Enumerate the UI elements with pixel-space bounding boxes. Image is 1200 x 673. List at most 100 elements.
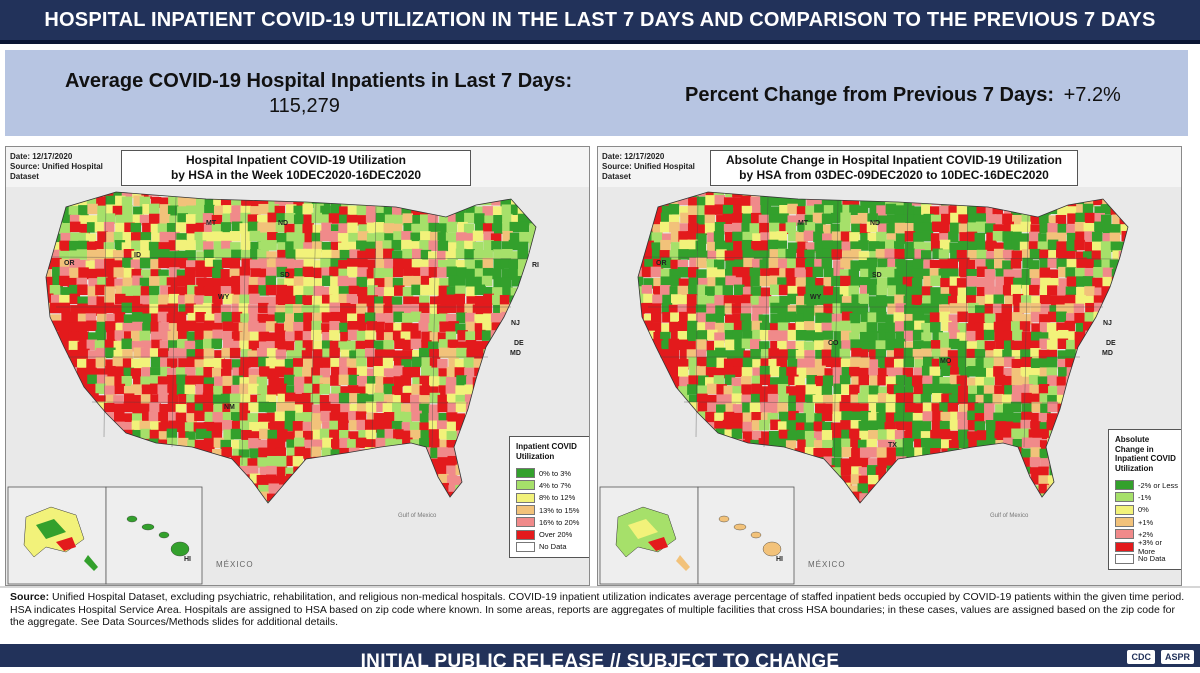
legend-swatch — [516, 529, 535, 540]
source-text: Unified Hospital Dataset, excluding psyc… — [10, 591, 1185, 628]
state-label: OR — [656, 260, 667, 267]
legend-item: 0% to 3% — [516, 467, 586, 479]
utilization-choropleth-map: MT ND OR ID WY SD NM NJ DE MD RI HI MÉXICO Gulf of … — [6, 147, 589, 585]
source-note: Source: Unified Hospital Dataset, exclud… — [10, 591, 1190, 629]
map-title: Absolute Change in Hospital Inpatient CO… — [710, 150, 1078, 186]
map-meta: Date: 12/17/2020 Source: Unified Hospita… — [602, 152, 702, 182]
state-label: MD — [1102, 350, 1113, 357]
percent-change-metric: Percent Change from Previous 7 Days: +7.… — [685, 84, 1121, 107]
utilization-map-panel: MT ND OR ID WY SD NM NJ DE MD RI HI MÉXICO Gulf of … — [5, 146, 590, 586]
mexico-label: MÉXICO — [808, 560, 846, 569]
state-label: DE — [514, 340, 524, 347]
gulf-label: Gulf of Mexico — [990, 513, 1029, 519]
legend-swatch — [1115, 480, 1134, 491]
change-map-panel: MT ND OR WY SD CO MO TX NJ DE MD HI MÉXICO Gulf of … — [597, 146, 1182, 586]
state-label: ND — [870, 220, 880, 227]
legend-swatch — [516, 468, 535, 479]
legend-item: No Data — [516, 541, 586, 553]
map-source: Source: Unified Hospital Dataset — [10, 162, 103, 181]
state-label: MO — [940, 358, 952, 365]
state-label: ID — [134, 252, 141, 259]
legend-item: -2% or Less — [1115, 479, 1179, 491]
agency-logos: CDC ASPR — [1127, 650, 1194, 664]
legend-label: 0% to 3% — [539, 468, 572, 478]
state-label: WY — [810, 294, 822, 301]
slide-title: HOSPITAL INPATIENT COVID-19 UTILIZATION … — [0, 0, 1200, 40]
state-label: MT — [206, 220, 217, 227]
state-label: NJ — [511, 320, 520, 327]
state-label: SD — [872, 272, 882, 279]
legend-title: Absolute Change in Inpatient COVID Utili… — [1115, 435, 1176, 473]
state-label: NJ — [1103, 320, 1112, 327]
legend-swatch — [1115, 517, 1134, 528]
legend-item: -1% — [1115, 491, 1179, 503]
state-label: SD — [280, 272, 290, 279]
footer-bar — [0, 644, 1200, 667]
map-legend: Absolute Change in Inpatient COVID Utili… — [1108, 429, 1181, 571]
map-title-line1: Hospital Inpatient COVID-19 Utilization — [185, 153, 406, 167]
legend-item: +1% — [1115, 516, 1179, 528]
legend-label: No Data — [539, 542, 567, 552]
map-source: Source: Unified Hospital Dataset — [602, 162, 695, 181]
map-title: Hospital Inpatient COVID-19 Utilization … — [121, 150, 471, 186]
state-label: MD — [510, 350, 521, 357]
map-date: Date: 12/17/2020 — [602, 152, 665, 161]
state-label: ND — [278, 220, 288, 227]
legend-swatch — [516, 541, 535, 552]
summary-panel: Average COVID-19 Hospital Inpatients in … — [5, 50, 1188, 136]
state-label: MT — [798, 220, 809, 227]
cdc-logo: CDC — [1127, 650, 1155, 664]
legend-swatch — [1115, 492, 1134, 503]
legend-item: +3% or More — [1115, 538, 1179, 556]
aspr-logo: ASPR — [1160, 650, 1194, 664]
legend-item: 16% to 20% — [516, 516, 586, 528]
mexico-label: MÉXICO — [216, 560, 254, 569]
legend-label: 0% — [1138, 505, 1149, 515]
legend-swatch — [1115, 541, 1134, 552]
legend-item: 8% to 12% — [516, 492, 586, 504]
percent-change-value: +7.2% — [1063, 84, 1121, 106]
legend-swatch — [516, 505, 535, 516]
legend-swatch — [1115, 553, 1134, 564]
legend-item: 4% to 7% — [516, 479, 586, 491]
legend-swatch — [1115, 529, 1134, 540]
legend-item: 0% — [1115, 504, 1179, 516]
legend-label: +3% or More — [1138, 537, 1162, 556]
state-label: TX — [888, 442, 897, 449]
legend-label: 13% to 15% — [539, 505, 580, 515]
title-underline — [0, 40, 1200, 44]
legend-label: -2% or Less — [1138, 480, 1179, 490]
legend-label: +2% — [1138, 529, 1154, 539]
state-label: WY — [218, 294, 230, 301]
map-title-line1: Absolute Change in Hospital Inpatient CO… — [725, 153, 1063, 167]
state-label: NM — [224, 404, 235, 411]
legend-item: No Data — [1115, 553, 1179, 565]
legend-swatch — [516, 492, 535, 503]
map-legend: Inpatient COVID Utilization 0% to 3% 4% t… — [509, 436, 589, 559]
legend-label: No Data — [1138, 554, 1166, 564]
legend-item: +2% — [1115, 528, 1179, 540]
state-label: HI — [184, 556, 191, 563]
legend-swatch — [516, 517, 535, 528]
source-label: Source: — [10, 591, 50, 603]
map-title-line2: by HSA in the Week 10DEC2020-16DEC2020 — [170, 168, 422, 182]
legend-item: 13% to 15% — [516, 504, 586, 516]
state-label: CO — [828, 340, 839, 347]
section-divider — [0, 586, 1200, 588]
legend-label: Over 20% — [539, 530, 573, 540]
average-inpatients-value: 115,279 — [269, 95, 340, 117]
legend-label: 8% to 12% — [539, 493, 576, 503]
state-label: HI — [776, 556, 783, 563]
percent-change-label: Percent Change from Previous 7 Days: — [685, 84, 1055, 106]
average-inpatients-label: Average COVID-19 Hospital Inpatients in … — [65, 70, 573, 92]
map-date: Date: 12/17/2020 — [10, 152, 73, 161]
legend-item: Over 20% — [516, 528, 586, 540]
state-label: DE — [1106, 340, 1116, 347]
legend-label: -1% — [1138, 492, 1152, 502]
map-title-line2: by HSA from 03DEC-09DEC2020 to 10DEC-16D… — [739, 168, 1049, 182]
average-inpatients-metric: Average COVID-19 Hospital Inpatients in … — [65, 70, 572, 118]
state-label: OR — [64, 260, 75, 267]
legend-label: +1% — [1138, 517, 1154, 527]
map-meta: Date: 12/17/2020 Source: Unified Hospita… — [10, 152, 110, 182]
legend-swatch — [516, 480, 535, 491]
